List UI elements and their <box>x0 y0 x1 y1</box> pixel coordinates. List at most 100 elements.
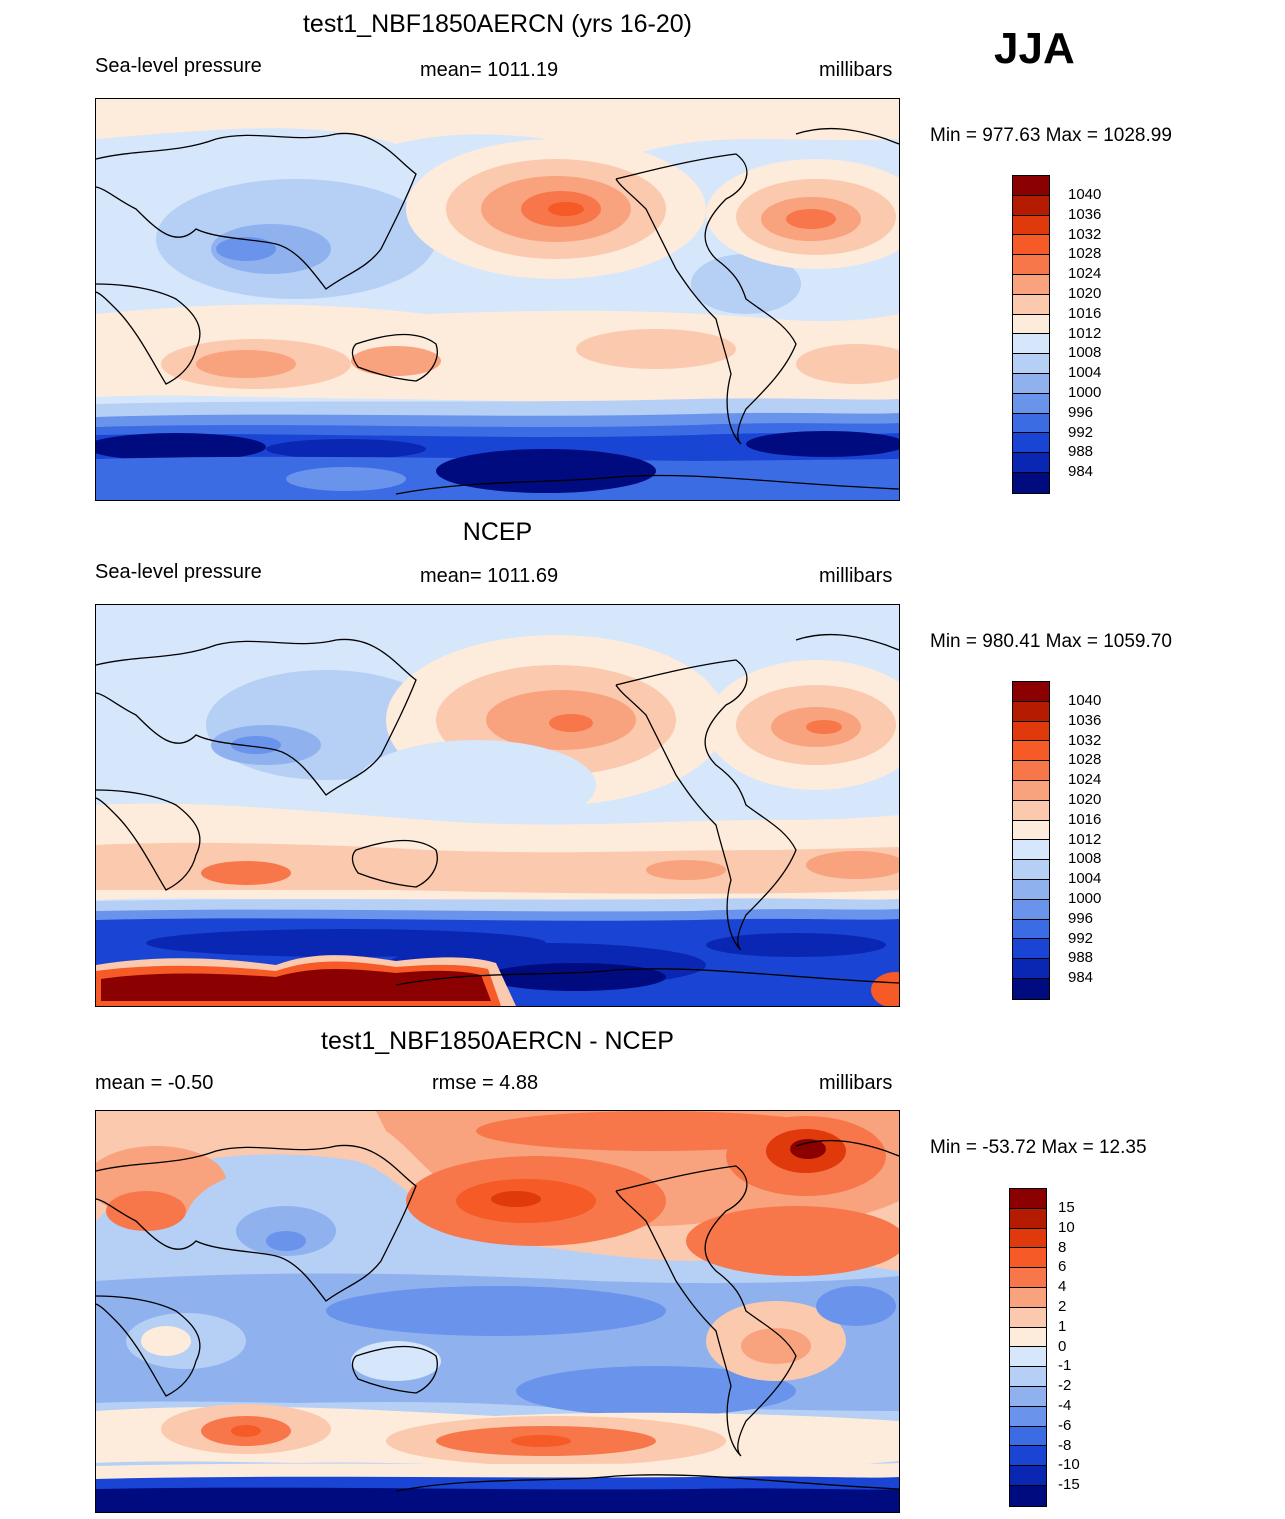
colorbar-swatch <box>1013 840 1049 861</box>
colorbar-label: 10 <box>1058 1218 1075 1236</box>
colorbar-swatch <box>1010 1189 1046 1209</box>
min-max-label: Min = 980.41 Max = 1059.70 <box>930 631 1172 652</box>
colorbar-label: 1016 <box>1068 810 1102 828</box>
units-label: millibars <box>819 565 893 587</box>
colorbar-swatch <box>1013 472 1049 493</box>
colorbar-swatch <box>1013 393 1049 414</box>
colorbar-label: 1012 <box>1068 324 1102 342</box>
colorbar-label: 1040 <box>1068 692 1102 709</box>
colorbar-swatch <box>1013 860 1049 880</box>
colorbar-swatch <box>1013 215 1049 236</box>
colorbar-swatch <box>1013 899 1049 920</box>
colorbar-swatch <box>1013 373 1049 394</box>
colorbar-swatch <box>1013 919 1049 940</box>
colorbar-swatch <box>1010 1485 1046 1506</box>
colorbar-swatch <box>1013 761 1049 781</box>
colorbar-label: 1000 <box>1068 889 1102 907</box>
colorbar-swatch <box>1010 1367 1046 1387</box>
colorbar-label: -8 <box>1058 1436 1072 1454</box>
colorbar-swatch <box>1013 780 1049 801</box>
panel-title: test1_NBF1850AERCN (yrs 16-20) <box>302 10 693 38</box>
mean-label: mean = -0.50 <box>95 1072 214 1094</box>
colorbar-label: 1024 <box>1068 771 1102 789</box>
colorbar-label: 1032 <box>1068 731 1102 749</box>
colorbar-label: 1028 <box>1068 245 1102 263</box>
colorbar-label: 1008 <box>1068 850 1102 868</box>
colorbar-swatch <box>1013 195 1049 216</box>
colorbar-label: 996 <box>1068 909 1094 927</box>
colorbar <box>1012 681 1050 1000</box>
panel-title: NCEP <box>462 518 533 546</box>
colorbar-label: 1 <box>1058 1317 1067 1335</box>
colorbar-label: 0 <box>1058 1337 1067 1355</box>
colorbar-label: -2 <box>1058 1377 1072 1395</box>
contour-map <box>95 604 900 1007</box>
colorbar-labels: 1040 1036 1032 1028 1024 1020 1016 1012 … <box>1068 185 1101 482</box>
colorbar-swatch <box>1013 939 1049 960</box>
colorbar-label: -15 <box>1058 1476 1080 1494</box>
colorbar-swatch <box>1010 1268 1046 1288</box>
colorbar-swatch <box>1013 413 1049 434</box>
colorbar-swatch <box>1013 176 1049 196</box>
colorbar-swatch <box>1013 433 1049 454</box>
colorbar-label: 1020 <box>1068 284 1102 302</box>
colorbar-swatch <box>1013 682 1049 702</box>
colorbar-swatch <box>1013 820 1049 841</box>
variable-label: Sea-level pressure <box>95 55 262 77</box>
colorbar-label: 1004 <box>1068 870 1102 888</box>
colorbar <box>1009 1188 1047 1507</box>
colorbar-label: 1036 <box>1068 711 1102 729</box>
colorbar-swatch <box>1013 741 1049 762</box>
colorbar-label: 1008 <box>1068 344 1102 362</box>
colorbar-swatch <box>1010 1307 1046 1328</box>
colorbar-swatch <box>1010 1347 1046 1368</box>
colorbar-swatch <box>1010 1248 1046 1269</box>
colorbar-swatch <box>1013 255 1049 275</box>
colorbar-label: 1028 <box>1068 751 1102 769</box>
colorbar-labels: 1040 1036 1032 1028 1024 1020 1016 1012 … <box>1068 691 1101 988</box>
colorbar-swatch <box>1013 701 1049 722</box>
colorbar-label: -4 <box>1058 1396 1072 1414</box>
colorbar-label: -6 <box>1058 1416 1072 1434</box>
mean-label: mean= 1011.69 <box>420 565 559 587</box>
colorbar-label: 988 <box>1068 949 1094 967</box>
colorbar-swatch <box>1010 1287 1046 1308</box>
colorbar-swatch <box>1010 1228 1046 1249</box>
colorbar-label: -1 <box>1058 1357 1072 1375</box>
season-label: JJA <box>994 24 1075 73</box>
colorbar-label: 1004 <box>1068 364 1102 382</box>
colorbar-label: 1016 <box>1068 304 1102 322</box>
colorbar-label: 1012 <box>1068 830 1102 848</box>
units-label: millibars <box>819 59 893 81</box>
colorbar-label: 2 <box>1058 1297 1067 1315</box>
colorbar-label: -10 <box>1058 1456 1080 1474</box>
colorbar-label: 996 <box>1068 403 1094 421</box>
colorbar-swatch <box>1013 879 1049 900</box>
colorbar-swatch <box>1010 1327 1046 1348</box>
colorbar <box>1012 175 1050 494</box>
min-max-label: Min = -53.72 Max = 12.35 <box>930 1137 1147 1158</box>
colorbar-swatch <box>1013 959 1049 979</box>
colorbar-label: 1020 <box>1068 790 1102 808</box>
colorbar-label: 992 <box>1068 929 1094 947</box>
panel-title: test1_NBF1850AERCN - NCEP <box>321 1027 674 1055</box>
colorbar-swatch <box>1010 1446 1046 1467</box>
colorbar-swatch <box>1010 1208 1046 1229</box>
colorbar-labels: 15 10 8 6 4 2 1 0 -1 -2 -4 -6 -8 -10 -15 <box>1058 1198 1080 1495</box>
colorbar-swatch <box>1010 1426 1046 1447</box>
colorbar-label: 15 <box>1058 1199 1075 1216</box>
colorbar-swatch <box>1010 1386 1046 1407</box>
colorbar-label: 992 <box>1068 423 1094 441</box>
colorbar-label: 8 <box>1058 1238 1067 1256</box>
colorbar-label: 984 <box>1068 969 1094 987</box>
min-max-label: Min = 977.63 Max = 1028.99 <box>930 125 1172 146</box>
colorbar-label: 1024 <box>1068 265 1102 283</box>
contour-map <box>95 98 900 501</box>
rmse-label: rmse = 4.88 <box>432 1072 539 1094</box>
units-label: millibars <box>819 1072 893 1094</box>
colorbar-swatch <box>1013 978 1049 999</box>
colorbar-swatch <box>1013 800 1049 821</box>
colorbar-label: 988 <box>1068 443 1094 461</box>
colorbar-swatch <box>1013 314 1049 335</box>
colorbar-swatch <box>1013 453 1049 473</box>
